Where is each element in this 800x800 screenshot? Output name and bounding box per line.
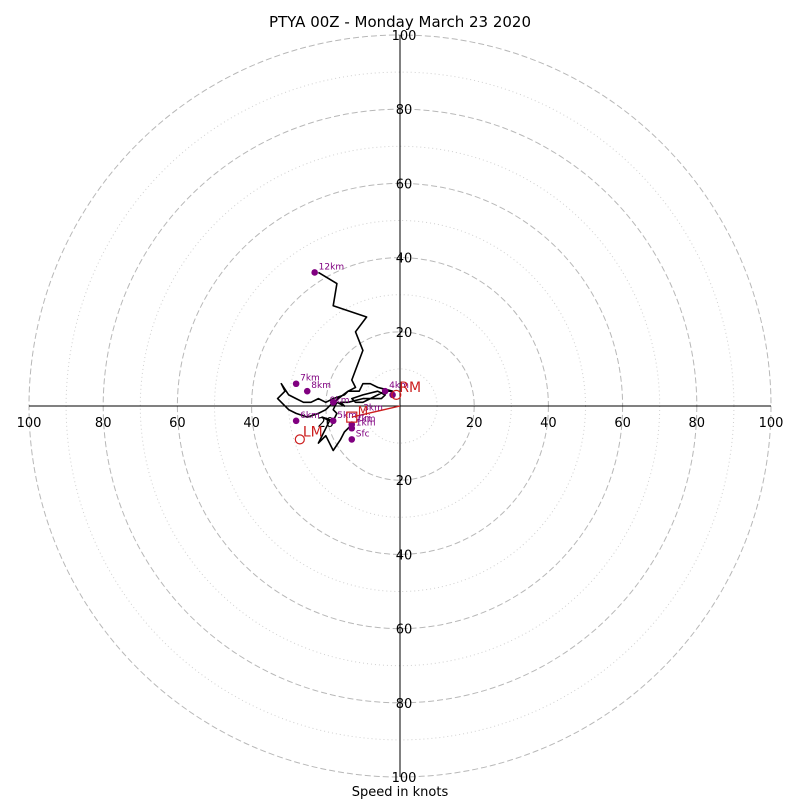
chart-title: PTYA 00Z - Monday March 23 2020 bbox=[269, 13, 531, 31]
height-label: 4km bbox=[389, 381, 409, 391]
height-marker bbox=[311, 269, 318, 276]
height-label: 3km bbox=[363, 403, 383, 413]
y-tick-label: 100 bbox=[392, 771, 417, 786]
height-marker bbox=[348, 421, 356, 428]
right-mover-marker bbox=[391, 389, 402, 400]
x-tick-label: 60 bbox=[614, 416, 631, 431]
y-tick-label: 40 bbox=[396, 252, 413, 267]
height-marker bbox=[348, 436, 356, 443]
height-marker bbox=[292, 380, 300, 388]
y-tick-label: 20 bbox=[396, 474, 413, 489]
height-marker bbox=[381, 387, 389, 395]
x-tick-label: 100 bbox=[759, 416, 784, 431]
x-tick-label: 60 bbox=[169, 416, 186, 431]
axis-tick-labels: 100 80 60 40 20 20 40 60 80 100100806040202040608… bbox=[17, 29, 784, 786]
x-tick-label: 20 bbox=[466, 416, 483, 431]
height-marker bbox=[292, 417, 300, 425]
left-mover-marker bbox=[294, 434, 305, 445]
y-tick-label: 80 bbox=[396, 697, 413, 712]
y-tick-label: 60 bbox=[396, 177, 413, 192]
height-label: 6km bbox=[300, 411, 320, 421]
x-tick-label: 40 bbox=[540, 416, 557, 431]
height-label: 7km bbox=[300, 374, 320, 384]
x-tick-label: 100 bbox=[17, 416, 42, 431]
x-tick-label: 80 bbox=[689, 416, 706, 431]
height-marker bbox=[389, 391, 396, 399]
height-label: 8km bbox=[311, 381, 331, 391]
shear-vector-line bbox=[351, 405, 401, 418]
x-axis-label: Speed in knots bbox=[352, 785, 449, 800]
y-tick-label: 60 bbox=[396, 623, 413, 638]
height-marker bbox=[329, 398, 337, 406]
height-label: Sfc bbox=[356, 429, 370, 439]
height-marker bbox=[329, 417, 337, 425]
mean-wind-label: M bbox=[358, 404, 368, 418]
y-tick-label: 80 bbox=[396, 103, 413, 118]
height-label: 9km bbox=[330, 396, 350, 406]
y-tick-label: 40 bbox=[396, 548, 413, 563]
critical-angle-label: Cri bbox=[358, 414, 371, 424]
height-label: 12km bbox=[319, 262, 344, 272]
height-label: 1km bbox=[356, 418, 376, 428]
x-tick-label: 40 bbox=[243, 416, 260, 431]
y-tick-label: 100 bbox=[392, 29, 417, 44]
height-marker bbox=[303, 387, 311, 395]
mean-wind-marker bbox=[346, 411, 358, 423]
height-label: 2km bbox=[356, 415, 376, 425]
right-mover-label: RM bbox=[399, 380, 421, 396]
x-tick-label: 80 bbox=[95, 416, 112, 431]
y-tick-label: 20 bbox=[396, 326, 413, 341]
left-mover-label: LM bbox=[303, 424, 323, 440]
